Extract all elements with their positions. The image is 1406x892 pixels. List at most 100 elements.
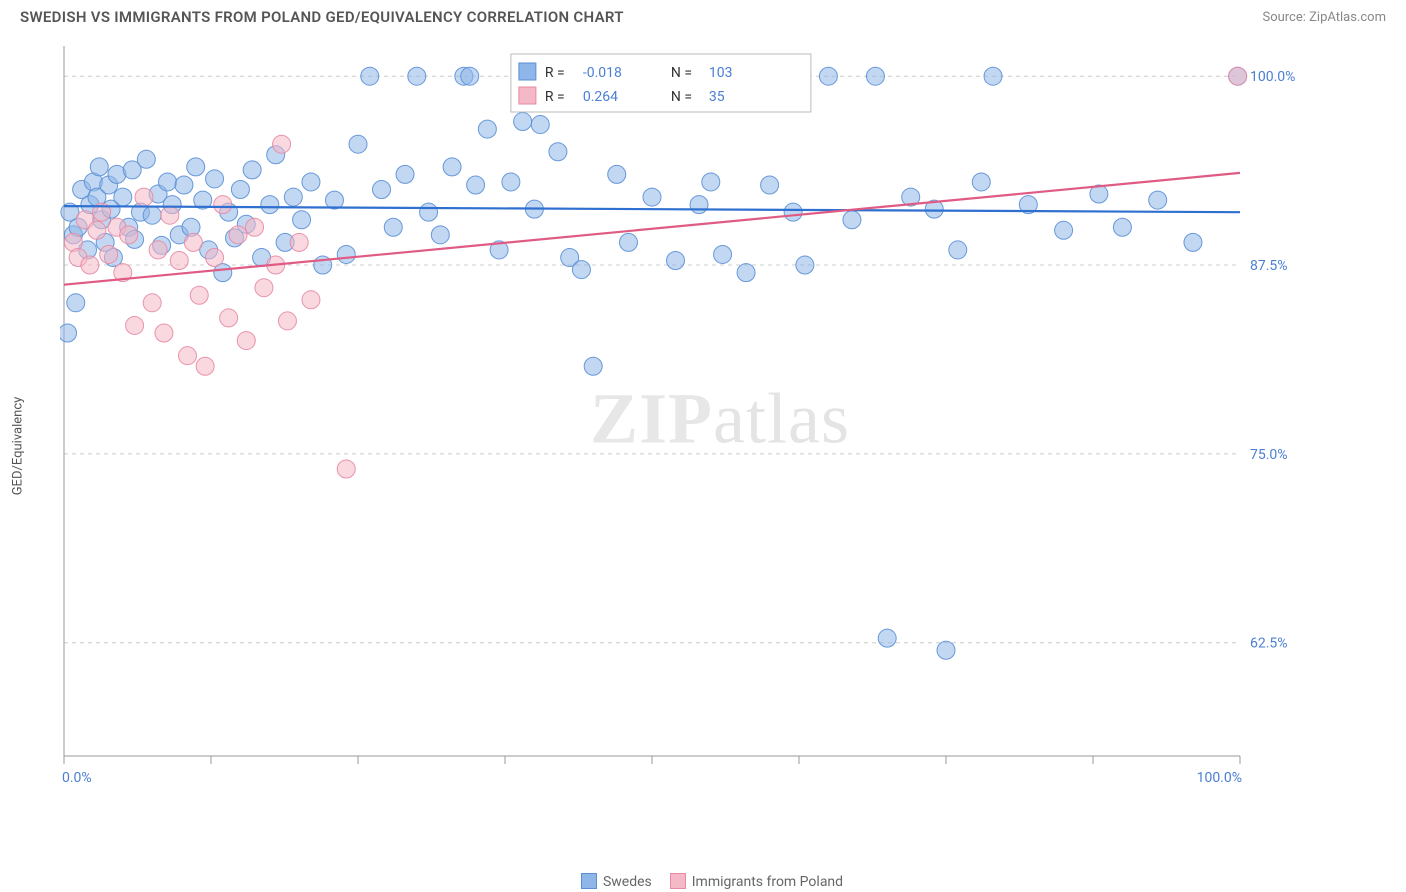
legend-text: 0.264 [583, 89, 618, 105]
scatter-point [190, 286, 208, 304]
y-tick-label: 62.5% [1250, 636, 1288, 652]
legend-text: 103 [709, 65, 733, 81]
scatter-point [246, 218, 264, 236]
scatter-point [461, 67, 479, 85]
scatter-point [178, 347, 196, 365]
scatter-point [175, 176, 193, 194]
scatter-point [278, 312, 296, 330]
scatter-point [261, 196, 279, 214]
y-axis-label: GED/Equivalency [11, 397, 26, 496]
scatter-point [135, 188, 153, 206]
scatter-point [88, 221, 106, 239]
scatter-point [643, 188, 661, 206]
scatter-point [572, 261, 590, 279]
scatter-point [143, 206, 161, 224]
scatter-point [196, 357, 214, 375]
legend-label: Immigrants from Poland [692, 874, 843, 890]
scatter-point [784, 203, 802, 221]
scatter-point [220, 309, 238, 327]
scatter-point [155, 324, 173, 342]
bottom-legend: Swedes Immigrants from Poland [0, 873, 1406, 890]
scatter-point [584, 357, 602, 375]
scatter-point [384, 218, 402, 236]
scatter-point [243, 161, 261, 179]
scatter-point [478, 120, 496, 138]
scatter-point [337, 460, 355, 478]
scatter-point [90, 158, 108, 176]
y-tick-label: 75.0% [1250, 447, 1288, 463]
scatter-point [187, 158, 205, 176]
scatter-point [667, 252, 685, 270]
y-tick-label: 87.5% [1250, 258, 1288, 274]
scatter-point [229, 226, 247, 244]
scatter-point [302, 291, 320, 309]
scatter-point [81, 256, 99, 274]
scatter-point [67, 294, 85, 312]
scatter-point [878, 629, 896, 647]
legend-text: -0.018 [583, 65, 622, 81]
scatter-point [702, 173, 720, 191]
scatter-point [373, 181, 391, 199]
scatter-plot-svg: 62.5% 75.0% 87.5% 100.0% 0.0% 100.0% R = -0.018… [60, 40, 1310, 800]
scatter-point [273, 135, 291, 153]
scatter-point [1149, 191, 1167, 209]
legend-swatch [670, 873, 686, 889]
legend-label: Swedes [603, 874, 652, 890]
scatter-point [1113, 218, 1131, 236]
scatter-point [60, 324, 77, 342]
scatter-point [349, 135, 367, 153]
scatter-point [231, 181, 249, 199]
scatter-point [531, 116, 549, 134]
scatter-point [293, 211, 311, 229]
scatter-point [866, 67, 884, 85]
scatter-point [149, 241, 167, 259]
scatter-point [843, 211, 861, 229]
scatter-point [1229, 67, 1247, 85]
scatter-point [255, 279, 273, 297]
scatter-point [237, 332, 255, 350]
legend-swatch [519, 63, 536, 80]
scatter-point [170, 252, 188, 270]
scatter-point [337, 245, 355, 263]
scatter-point [949, 241, 967, 259]
scatter-point [514, 113, 532, 131]
legend-text: N = [671, 65, 692, 81]
legend-text: N = [671, 89, 692, 105]
scatter-point [443, 158, 461, 176]
scatter-point [761, 176, 779, 194]
legend-swatch [581, 873, 597, 889]
source-attribution: Source: ZipAtlas.com [1262, 10, 1386, 25]
scatter-point [137, 150, 155, 168]
scatter-point [290, 233, 308, 251]
chart-area: 62.5% 75.0% 87.5% 100.0% 0.0% 100.0% R = -0.018… [60, 40, 1380, 830]
scatter-point [972, 173, 990, 191]
scatter-point [819, 67, 837, 85]
legend-text: R = [545, 65, 565, 81]
scatter-point [361, 67, 379, 85]
chart-title: SWEDISH VS IMMIGRANTS FROM POLAND GED/EQ… [20, 8, 624, 26]
y-tick-label: 100.0% [1250, 69, 1295, 85]
scatter-point [408, 67, 426, 85]
scatter-point [126, 316, 144, 334]
scatter-point [467, 176, 485, 194]
scatter-point [714, 245, 732, 263]
scatter-point [937, 641, 955, 659]
scatter-point [549, 143, 567, 161]
scatter-point [114, 188, 132, 206]
scatter-point [984, 67, 1002, 85]
scatter-point [161, 206, 179, 224]
scatter-point [206, 248, 224, 266]
scatter-point [184, 233, 202, 251]
scatter-point [737, 264, 755, 282]
x-tick-label: 100.0% [1197, 770, 1242, 786]
scatter-point [284, 188, 302, 206]
scatter-point [502, 173, 520, 191]
scatter-point [120, 226, 138, 244]
scatter-point [158, 173, 176, 191]
scatter-point [608, 165, 626, 183]
x-tick-label: 0.0% [62, 770, 92, 786]
scatter-point [796, 256, 814, 274]
scatter-point [396, 165, 414, 183]
scatter-point [1055, 221, 1073, 239]
scatter-point [420, 203, 438, 221]
